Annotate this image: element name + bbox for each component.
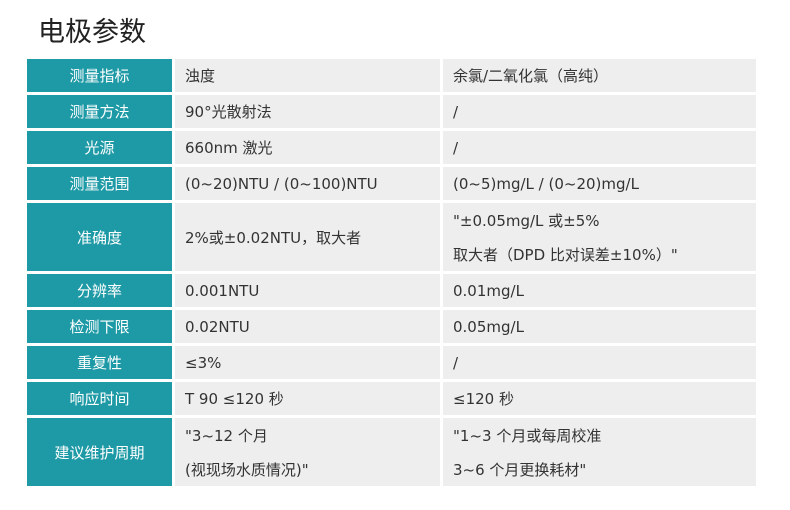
cell-text: ≤120 秒: [453, 390, 514, 408]
row-label: 响应时间: [27, 382, 172, 415]
table-row: 响应时间 T 90 ≤120 秒 ≤120 秒: [27, 382, 756, 415]
cell-text: /: [453, 353, 459, 372]
row-label: 建议维护周期: [27, 418, 172, 486]
cell-text: (视现场水质情况)": [185, 460, 309, 479]
row-label: 光源: [27, 131, 172, 164]
table-row: 光源 660nm 激光 /: [27, 131, 756, 164]
cell-text: 余氯/二氧化氯（高纯）: [453, 67, 609, 85]
cell-text: "1~3 个月或每周校准: [453, 426, 602, 445]
title: 电极参数: [38, 17, 146, 48]
table-row: 测量范围 (0~20)NTU / (0~100)NTU (0~5)mg/L / (0…: [27, 167, 756, 200]
table-cell: /: [443, 95, 756, 128]
table-row: 准确度 2%或±0.02NTU，取大者 "±0.05mg/L 或±5% 取大者（DPD…: [27, 203, 756, 271]
row-label: 分辨率: [27, 274, 172, 307]
table-cell: 浊度: [175, 59, 440, 92]
table-cell: 0.001NTU: [175, 274, 440, 307]
cell-text: 0.02NTU: [185, 317, 250, 336]
table-cell: "1~3 个月或每周校准 3~6 个月更换耗材": [443, 418, 756, 486]
table-cell: 0.05mg/L: [443, 310, 756, 343]
cell-text: /: [453, 138, 459, 157]
row-label: 重复性: [27, 346, 172, 379]
cell-text: 取大者（DPD 比对误差±10%）": [453, 245, 678, 264]
cell-text: "±0.05mg/L 或±5%: [453, 211, 600, 230]
table-cell: (0~5)mg/L / (0~20)mg/L: [443, 167, 756, 200]
table-cell: (0~20)NTU / (0~100)NTU: [175, 167, 440, 200]
cell-text: ≤3%: [185, 353, 222, 372]
row-label: 测量指标: [27, 59, 172, 92]
cell-text: 2%或±0.02NTU，取大者: [185, 228, 362, 247]
table-row: 分辨率 0.001NTU 0.01mg/L: [27, 274, 756, 307]
cell-text: 0.01mg/L: [453, 281, 524, 300]
row-label: 测量方法: [27, 95, 172, 128]
row-label: 准确度: [27, 203, 172, 271]
table-cell: 余氯/二氧化氯（高纯）: [443, 59, 756, 92]
table-cell: ≤3%: [175, 346, 440, 379]
table-row: 重复性 ≤3% /: [27, 346, 756, 379]
table-cell: 660nm 激光: [175, 131, 440, 164]
cell-text: (0~20)NTU / (0~100)NTU: [185, 174, 378, 193]
cell-text: "3~12 个月: [185, 426, 268, 445]
table-row: 建议维护周期 "3~12 个月 (视现场水质情况)" "1~3 个月或每周校准 3~6 …: [27, 418, 756, 486]
table-row: 测量指标 浊度 余氯/二氧化氯（高纯）: [27, 59, 756, 92]
table-cell: "±0.05mg/L 或±5% 取大者（DPD 比对误差±10%）": [443, 203, 756, 271]
table-cell: 90°光散射法: [175, 95, 440, 128]
table-cell: 2%或±0.02NTU，取大者: [175, 203, 440, 271]
cell-text: (0~5)mg/L / (0~20)mg/L: [453, 174, 639, 193]
table-cell: ≤120 秒: [443, 382, 756, 415]
table-cell: "3~12 个月 (视现场水质情况)": [175, 418, 440, 486]
cell-text: 浊度: [185, 67, 216, 85]
table-cell: T 90 ≤120 秒: [175, 382, 440, 415]
cell-text: 3~6 个月更换耗材": [453, 460, 587, 479]
table-row: 检测下限 0.02NTU 0.05mg/L: [27, 310, 756, 343]
cell-text: 90°光散射法: [185, 103, 272, 121]
cell-text: T 90 ≤120 秒: [185, 390, 284, 408]
table-cell: 0.01mg/L: [443, 274, 756, 307]
table-cell: /: [443, 131, 756, 164]
table-cell: 0.02NTU: [175, 310, 440, 343]
row-label: 检测下限: [27, 310, 172, 343]
cell-text: 0.05mg/L: [453, 317, 524, 336]
cell-text: 0.001NTU: [185, 281, 260, 300]
table-cell: /: [443, 346, 756, 379]
row-label: 测量范围: [27, 167, 172, 200]
cell-text: /: [453, 102, 459, 121]
table-row: 测量方法 90°光散射法 /: [27, 95, 756, 128]
cell-text: 660nm 激光: [185, 139, 273, 157]
